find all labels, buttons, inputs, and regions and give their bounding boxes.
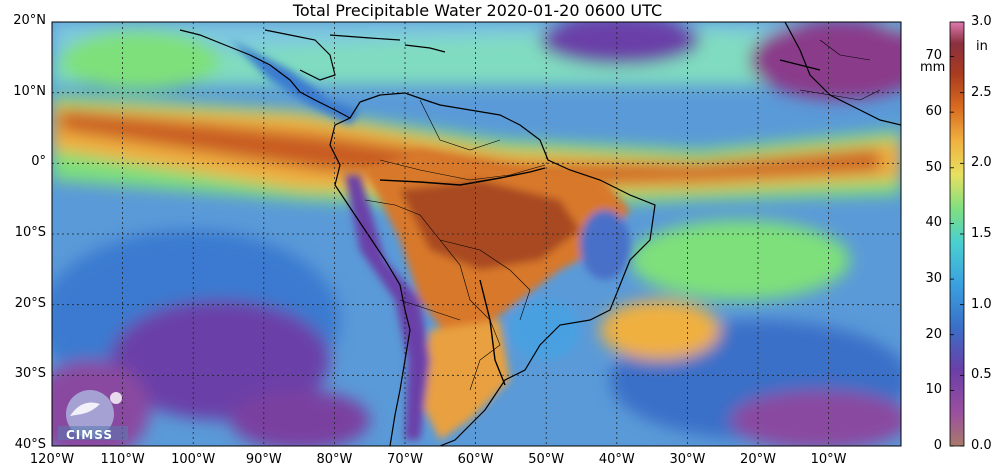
longitude-label: 80°W bbox=[316, 452, 353, 467]
in-tick-label: 2.5 bbox=[971, 84, 992, 100]
logo-text: CIMSS bbox=[66, 428, 113, 442]
colorbar-mm-unit: mm bbox=[920, 60, 946, 75]
in-tick-label: 1.0 bbox=[971, 296, 992, 312]
cimss-logo-icon bbox=[58, 390, 128, 440]
mm-tick-label: 10 bbox=[925, 382, 942, 398]
colorbar-ticks bbox=[950, 21, 964, 447]
country-borders bbox=[364, 39, 881, 391]
latitude-label: 40°S bbox=[14, 437, 46, 452]
latitude-label: 30°S bbox=[14, 366, 46, 382]
mm-tick-label: 30 bbox=[925, 271, 942, 287]
longitude-label: 50°W bbox=[528, 452, 565, 467]
moisture-field bbox=[52, 22, 901, 446]
in-tick-label: 0.0 bbox=[971, 438, 992, 453]
latitude-label: 0° bbox=[31, 154, 46, 170]
longitude-label: 60°W bbox=[457, 452, 494, 467]
in-tick-label: 2.0 bbox=[971, 155, 992, 171]
in-tick-label: 0.5 bbox=[971, 367, 992, 383]
colorbar-in-unit: in bbox=[976, 39, 988, 54]
map-frame bbox=[51, 21, 902, 447]
longitude-label: 30°W bbox=[669, 452, 706, 467]
longitude-label: 40°W bbox=[598, 452, 635, 467]
longitude-label: 100°W bbox=[171, 452, 216, 467]
longitude-label: 20°W bbox=[740, 452, 776, 467]
mm-tick-label: 0 bbox=[933, 438, 942, 453]
rivers bbox=[379, 167, 546, 386]
mm-tick-label: 50 bbox=[925, 159, 942, 175]
in-tick-label: 1.5 bbox=[971, 226, 992, 241]
longitude-label: 120°W bbox=[29, 452, 75, 467]
longitude-label: 90°W bbox=[245, 452, 282, 467]
longitude-label: 10°W bbox=[810, 452, 847, 467]
mm-tick-label: 60 bbox=[925, 104, 942, 120]
in-tick-label: 3.0 bbox=[971, 14, 992, 29]
latitude-label: 20°N bbox=[13, 13, 46, 28]
mm-tick-label: 70 bbox=[925, 48, 942, 64]
longitude-label: 70°W bbox=[387, 452, 423, 467]
latitude-label: 10°S bbox=[14, 225, 46, 240]
map-title: Total Precipitable Water 2020-01-20 0600… bbox=[292, 1, 663, 20]
latitude-label: 20°S bbox=[14, 295, 46, 311]
longitude-label: 110°W bbox=[100, 452, 145, 467]
mm-tick-label: 20 bbox=[925, 326, 942, 342]
latitude-label: 10°N bbox=[13, 83, 46, 99]
mm-tick-label: 40 bbox=[925, 215, 942, 231]
